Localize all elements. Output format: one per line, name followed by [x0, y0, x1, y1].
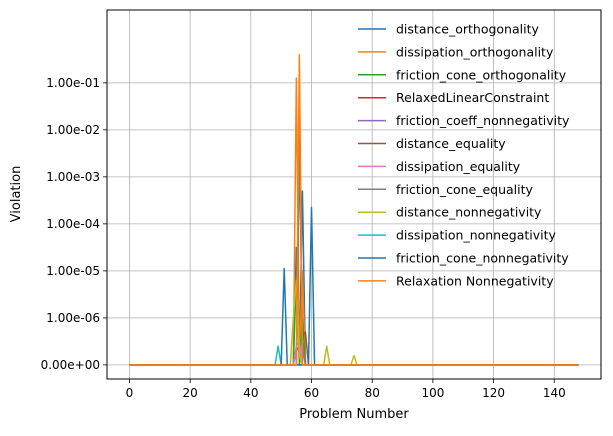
- legend-label-11: Relaxation Nonnegativity: [396, 273, 554, 288]
- plot-area-frame: [106, 9, 602, 380]
- x-tick-label: 0: [126, 386, 134, 400]
- y-tick-label: 1.00e-06: [46, 311, 100, 325]
- y-tick-label: 1.00e-03: [46, 170, 100, 184]
- legend-label-2: friction_cone_orthogonality: [396, 67, 567, 82]
- y-tick-label: 0.00e+00: [41, 358, 100, 372]
- series-line-11: [129, 53, 579, 366]
- x-tick-label: 60: [304, 386, 319, 400]
- legend-label-7: friction_cone_equality: [396, 182, 534, 197]
- x-tick-label: 80: [365, 386, 380, 400]
- legend-label-6: dissipation_equality: [396, 159, 521, 174]
- legend-label-3: RelaxedLinearConstraint: [396, 90, 549, 105]
- y-axis-label: Violation: [9, 166, 24, 223]
- y-tick-label: 1.00e-02: [46, 123, 100, 137]
- x-tick-label: 120: [482, 386, 505, 400]
- x-axis: 0 20 40 60 80 100 120 140: [126, 379, 566, 400]
- y-axis: 0.00e+00 1.00e-06 1.00e-05 1.00e-04 1.00e-03…: [41, 76, 107, 372]
- legend-label-10: friction_cone_nonnegativity: [396, 251, 569, 266]
- x-axis-label: Problem Number: [299, 407, 409, 422]
- legend-label-8: distance_nonnegativity: [396, 205, 542, 220]
- legend-label-4: friction_coeff_nonnegativity: [396, 113, 570, 128]
- x-tick-label: 20: [183, 386, 198, 400]
- legend-label-1: dissipation_orthogonality: [396, 44, 554, 59]
- x-tick-label: 100: [421, 386, 444, 400]
- legend: distance_orthogonality dissipation_orthog…: [358, 22, 570, 288]
- y-tick-label: 1.00e-05: [46, 264, 100, 278]
- x-tick-label: 140: [543, 386, 566, 400]
- legend-label-0: distance_orthogonality: [396, 22, 539, 37]
- x-tick-label: 40: [243, 386, 258, 400]
- y-tick-label: 1.00e-04: [46, 217, 100, 231]
- legend-label-9: dissipation_nonnegativity: [396, 228, 557, 243]
- series-lines: [129, 53, 579, 366]
- y-tick-label: 1.00e-01: [46, 76, 100, 90]
- legend-label-5: distance_equality: [396, 136, 506, 151]
